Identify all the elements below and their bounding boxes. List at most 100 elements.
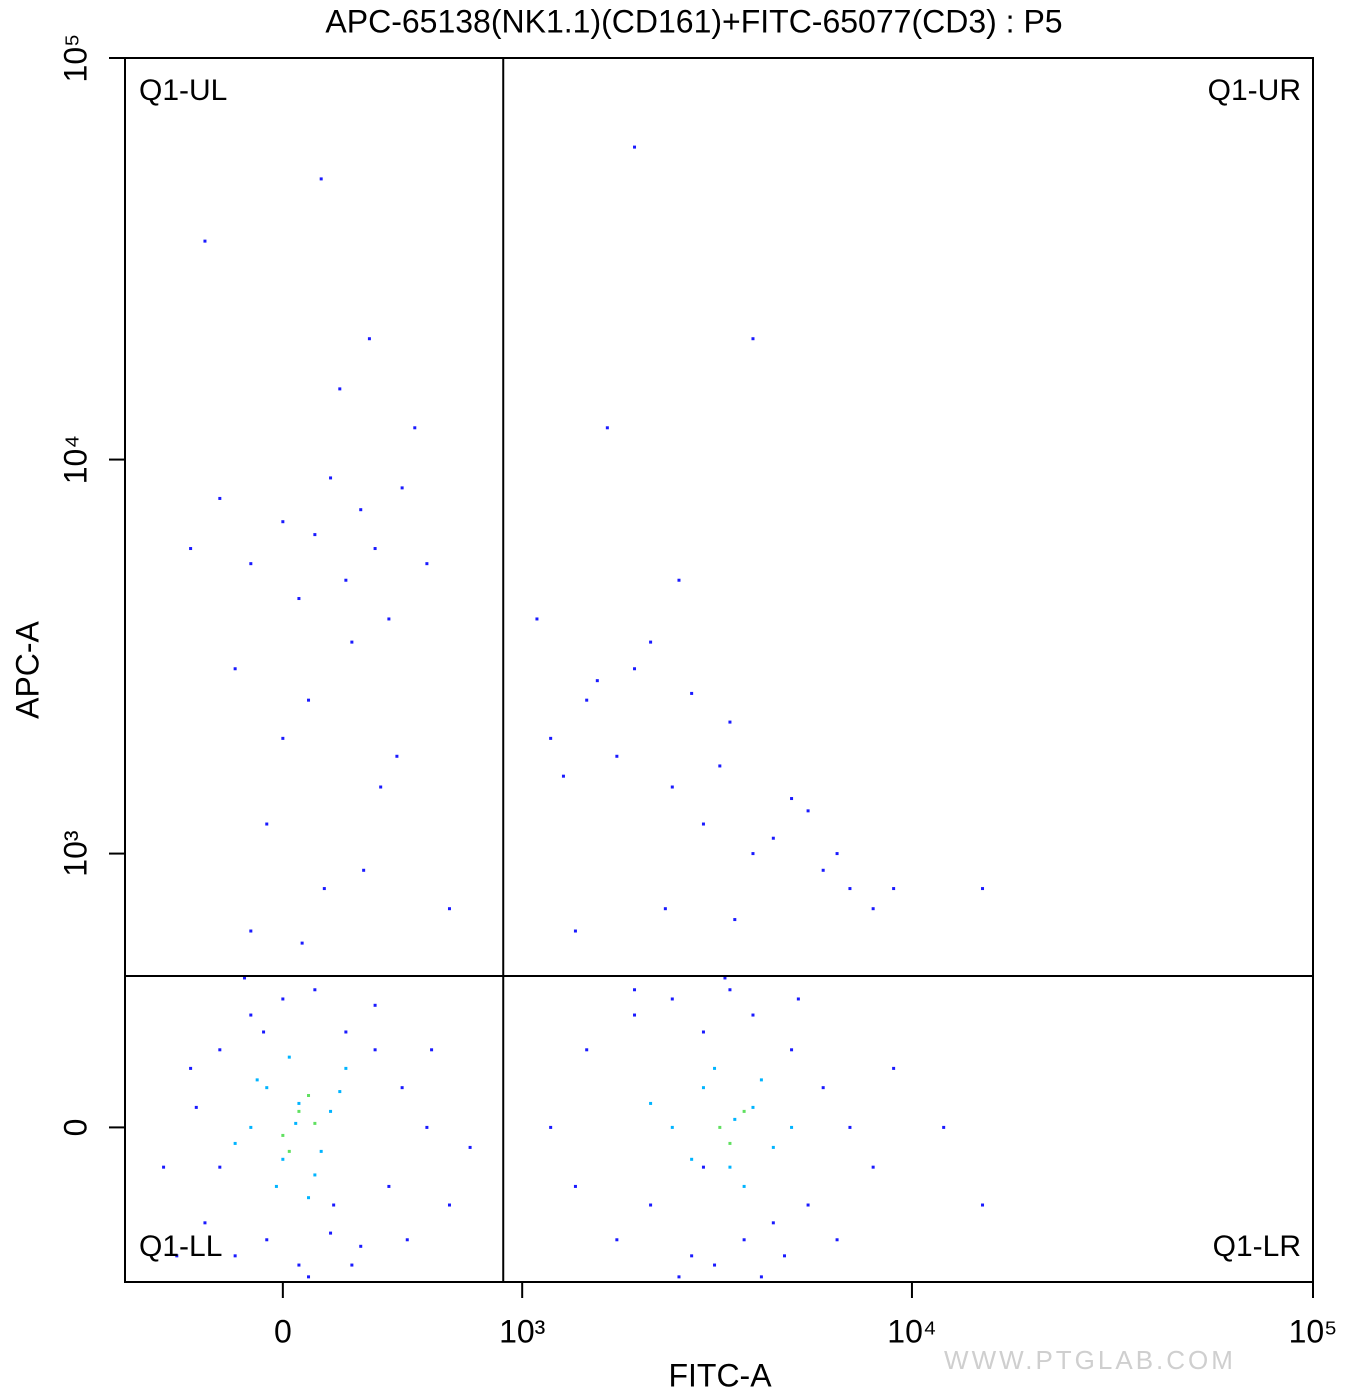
point (713, 1066, 717, 1070)
point (728, 720, 732, 724)
point (663, 907, 667, 911)
point (350, 1263, 354, 1267)
point (806, 809, 810, 813)
point (690, 691, 694, 695)
point (249, 929, 253, 933)
point (281, 736, 285, 740)
x-tick-label: 10⁵ (1289, 1313, 1338, 1349)
point (615, 1238, 619, 1242)
point (297, 1263, 301, 1267)
point (871, 907, 875, 911)
point (670, 785, 674, 789)
point (344, 1030, 348, 1034)
point (344, 578, 348, 582)
point (162, 1165, 166, 1169)
point (329, 1231, 333, 1235)
x-axis-label: FITC-A (668, 1357, 772, 1393)
point (265, 822, 269, 826)
point (701, 1165, 705, 1169)
point (649, 640, 653, 644)
point (265, 1086, 269, 1090)
point (287, 1149, 291, 1153)
y-tick-label: 10⁴ (57, 435, 93, 484)
point (350, 640, 354, 644)
point (573, 929, 577, 933)
point (728, 988, 732, 992)
point (338, 387, 342, 391)
point (649, 1203, 653, 1207)
point (796, 997, 800, 1001)
point (425, 562, 429, 566)
plot-frame (124, 57, 1314, 1283)
point (718, 1125, 722, 1129)
point (322, 887, 326, 891)
point (400, 486, 404, 490)
point (742, 1184, 746, 1188)
point (307, 698, 311, 702)
chart-title: APC-65138(NK1.1)(CD161)+FITC-65077(CD3) … (325, 3, 1062, 39)
point (835, 852, 839, 856)
point (535, 617, 539, 621)
point (265, 1238, 269, 1242)
point (751, 1105, 755, 1109)
point (233, 1141, 237, 1145)
point (313, 533, 317, 537)
point (294, 1121, 298, 1125)
point (175, 1254, 179, 1258)
point (790, 797, 794, 801)
point (319, 177, 323, 181)
point (281, 997, 285, 1001)
x-tick-label: 10³ (499, 1313, 546, 1349)
point (425, 1125, 429, 1129)
point (332, 1203, 336, 1207)
point (751, 852, 755, 856)
point (782, 1254, 786, 1258)
point (633, 145, 637, 149)
point (585, 698, 589, 702)
point (233, 667, 237, 671)
point (255, 1078, 259, 1082)
point (733, 918, 737, 922)
point (790, 1125, 794, 1129)
point (373, 547, 377, 551)
point (400, 1086, 404, 1090)
point (701, 1086, 705, 1090)
point (561, 774, 565, 778)
point (281, 1133, 285, 1137)
point (892, 887, 896, 891)
y-tick-label: 10³ (57, 830, 93, 877)
point (585, 1048, 589, 1052)
point (677, 578, 681, 582)
point (373, 1048, 377, 1052)
point (718, 764, 722, 768)
point (447, 907, 451, 911)
point (701, 822, 705, 826)
point (771, 1221, 775, 1225)
point (281, 1157, 285, 1161)
point (690, 1254, 694, 1258)
point (387, 617, 391, 621)
point (723, 976, 727, 980)
point (218, 1048, 222, 1052)
y-tick-label: 10⁵ (57, 34, 93, 83)
point (362, 868, 366, 872)
point (329, 476, 333, 480)
point (359, 508, 363, 512)
y-axis-label: APC-A (9, 620, 45, 718)
point (733, 1117, 737, 1121)
point (313, 1173, 317, 1177)
point (742, 1238, 746, 1242)
point (249, 1013, 253, 1017)
point (981, 887, 985, 891)
point (759, 1078, 763, 1082)
point (203, 1221, 207, 1225)
point (892, 1066, 896, 1070)
point (468, 1145, 472, 1149)
point (319, 1149, 323, 1153)
point (307, 1196, 311, 1200)
point (218, 496, 222, 500)
point (405, 1238, 409, 1242)
quadrant-label: Q1-UR (1208, 74, 1301, 107)
point (549, 1125, 553, 1129)
point (670, 997, 674, 1001)
